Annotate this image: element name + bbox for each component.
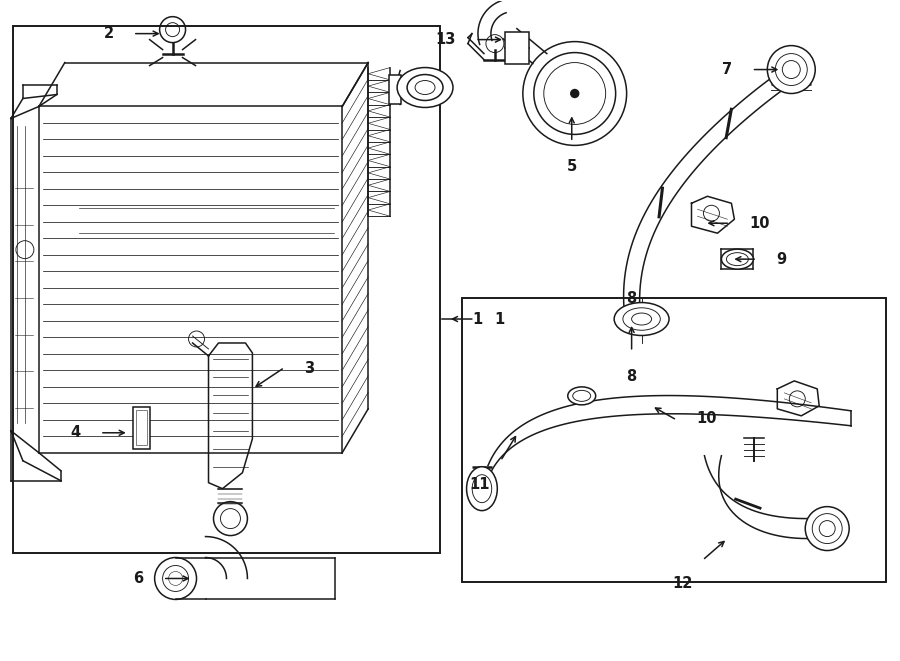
Text: 8: 8	[626, 291, 636, 306]
Ellipse shape	[614, 303, 669, 336]
Bar	[505, 32, 529, 63]
Ellipse shape	[812, 514, 842, 543]
Text: 5: 5	[567, 159, 577, 175]
Bar	[13, 26, 440, 553]
Text: 9: 9	[777, 252, 787, 266]
Ellipse shape	[768, 46, 815, 93]
Ellipse shape	[397, 67, 453, 108]
Text: 11: 11	[470, 477, 490, 492]
Bar	[132, 407, 149, 449]
Text: 10: 10	[697, 411, 717, 426]
Text: 12: 12	[672, 576, 692, 592]
Ellipse shape	[722, 249, 753, 269]
Ellipse shape	[472, 475, 491, 502]
Circle shape	[571, 89, 579, 97]
Ellipse shape	[819, 521, 835, 537]
Bar	[389, 75, 401, 104]
Ellipse shape	[632, 313, 652, 325]
Text: 1: 1	[472, 311, 482, 327]
Bar	[136, 410, 147, 445]
Ellipse shape	[782, 61, 800, 79]
Text: 2: 2	[104, 26, 113, 41]
Text: 13: 13	[436, 32, 456, 47]
Ellipse shape	[415, 81, 435, 95]
Ellipse shape	[568, 387, 596, 405]
Ellipse shape	[775, 54, 807, 85]
Text: 4: 4	[71, 425, 81, 440]
Ellipse shape	[623, 308, 661, 330]
Text: 1: 1	[494, 311, 504, 327]
Text: 7: 7	[723, 62, 733, 77]
Bar	[462, 298, 886, 582]
Ellipse shape	[572, 391, 590, 401]
Ellipse shape	[806, 506, 850, 551]
Text: 10: 10	[750, 215, 770, 231]
Text: 8: 8	[626, 369, 636, 384]
Text: 3: 3	[304, 362, 314, 376]
Text: 6: 6	[133, 571, 144, 586]
Ellipse shape	[466, 467, 498, 510]
Ellipse shape	[407, 75, 443, 100]
Ellipse shape	[726, 253, 749, 266]
